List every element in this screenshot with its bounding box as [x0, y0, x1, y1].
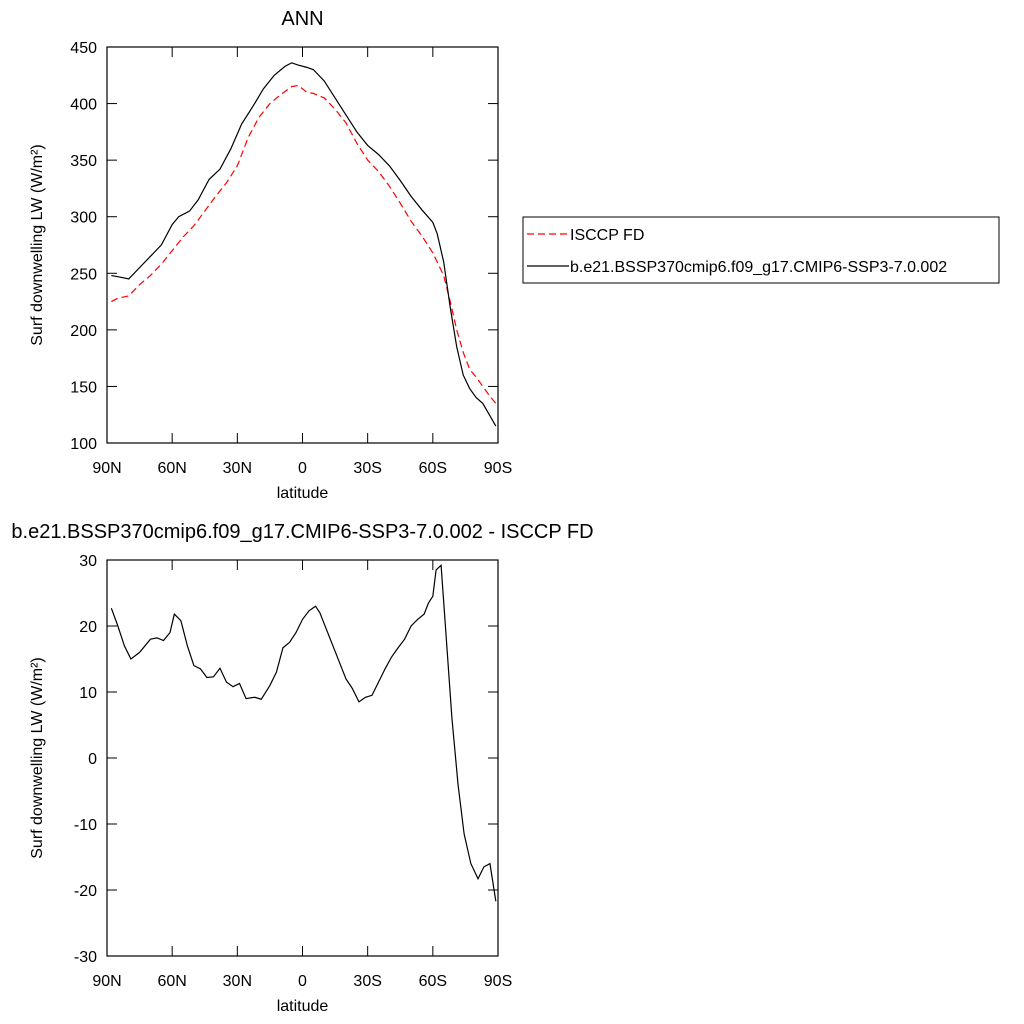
- y-tick-label: 350: [70, 153, 97, 170]
- legend-label: b.e21.BSSP370cmip6.f09_g17.CMIP6-SSP3-7.…: [570, 259, 947, 276]
- legend-box: [522, 216, 1000, 284]
- x-tick-label: 30N: [223, 973, 252, 990]
- x-tick-label: 0: [298, 973, 307, 990]
- legend-label: ISCCP FD: [570, 227, 644, 244]
- y-tick-label: 150: [70, 379, 97, 396]
- y-tick-label: 300: [70, 210, 97, 227]
- x-tick-label: 60S: [419, 460, 447, 477]
- x-tick-label: 30N: [223, 460, 252, 477]
- y-tick-label: -30: [74, 949, 97, 966]
- plot-frame: [106, 559, 499, 957]
- x-axis-label: latitude: [277, 485, 329, 502]
- y-tick-label: 400: [70, 97, 97, 114]
- x-tick-label: 90N: [92, 973, 121, 990]
- data-line: [110, 563, 497, 902]
- y-tick-label: 250: [70, 266, 97, 283]
- chart-title: ANN: [281, 8, 323, 30]
- x-axis-label: latitude: [277, 998, 329, 1015]
- x-tick-label: 60N: [157, 973, 186, 990]
- y-tick-label: 20: [79, 619, 97, 636]
- data-line: [111, 84, 497, 404]
- y-axis-label: Surf downwelling LW (W/m²): [29, 657, 46, 859]
- y-tick-label: -20: [74, 883, 97, 900]
- plot-frame: [106, 46, 499, 444]
- y-tick-label: 30: [79, 553, 97, 570]
- y-tick-label: 10: [79, 685, 97, 702]
- x-tick-label: 90S: [484, 973, 512, 990]
- y-tick-label: 450: [70, 40, 97, 57]
- y-tick-label: 0: [88, 751, 97, 768]
- x-tick-label: 60S: [419, 973, 447, 990]
- x-tick-label: 0: [298, 460, 307, 477]
- y-tick-label: -10: [74, 817, 97, 834]
- chart-title: b.e21.BSSP370cmip6.f09_g17.CMIP6-SSP3-7.…: [11, 521, 593, 543]
- x-tick-label: 90N: [92, 460, 121, 477]
- x-tick-label: 90S: [484, 460, 512, 477]
- y-axis-label: Surf downwelling LW (W/m²): [29, 144, 46, 346]
- x-tick-label: 30S: [353, 973, 381, 990]
- y-tick-label: 200: [70, 323, 97, 340]
- x-tick-label: 30S: [353, 460, 381, 477]
- data-line: [111, 62, 497, 427]
- y-tick-label: 100: [70, 436, 97, 453]
- x-tick-label: 60N: [157, 460, 186, 477]
